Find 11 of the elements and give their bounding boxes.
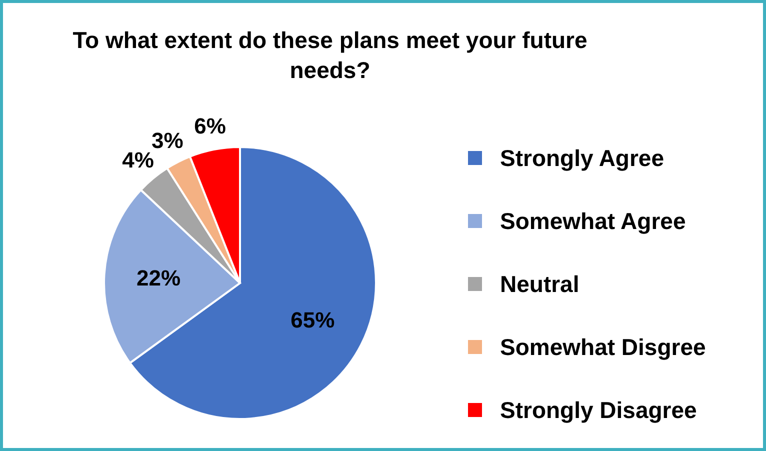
data-label: 4%: [122, 147, 154, 172]
data-label: 22%: [136, 266, 181, 291]
legend-label: Strongly Agree: [500, 145, 664, 172]
legend-label: Somewhat Disgree: [500, 334, 706, 360]
legend-label: Neutral: [500, 271, 580, 298]
chart-title: To what extent do these plans meet your future needs?: [72, 27, 588, 83]
legend-label: Strongly Disagree: [500, 397, 697, 424]
data-label: 3%: [151, 128, 184, 154]
data-label: 6%: [194, 114, 226, 139]
legend-label: Somewhat Agree: [500, 208, 686, 234]
data-label: 65%: [290, 308, 335, 333]
